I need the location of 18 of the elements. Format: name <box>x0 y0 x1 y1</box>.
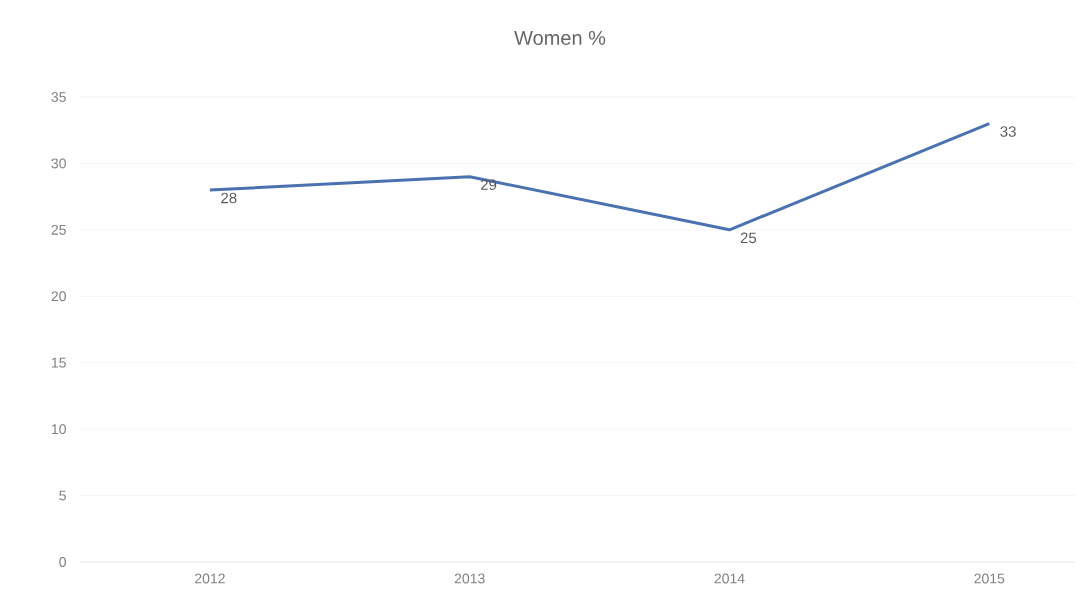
y-tick-label: 25 <box>51 224 66 235</box>
data-label: 25 <box>740 232 757 244</box>
y-tick-label: 10 <box>51 424 66 435</box>
x-tick-label: 2012 <box>195 573 225 584</box>
line-series <box>208 122 991 232</box>
chart-title: Women % <box>514 30 606 46</box>
y-tick-label: 15 <box>51 357 66 368</box>
data-label: 33 <box>1000 126 1016 137</box>
y-tick-label: 30 <box>51 158 66 169</box>
x-tick-label: 2013 <box>454 573 485 584</box>
y-tick-label: 20 <box>51 291 66 302</box>
y-tick-label: 5 <box>59 490 66 501</box>
x-tick-label: 2015 <box>974 573 1005 584</box>
data-label: 28 <box>221 192 237 204</box>
y-tick-label: 0 <box>59 557 66 567</box>
y-tick-label: 35 <box>51 92 66 102</box>
x-tick-label: 2014 <box>714 573 745 584</box>
data-label: 29 <box>480 179 497 191</box>
